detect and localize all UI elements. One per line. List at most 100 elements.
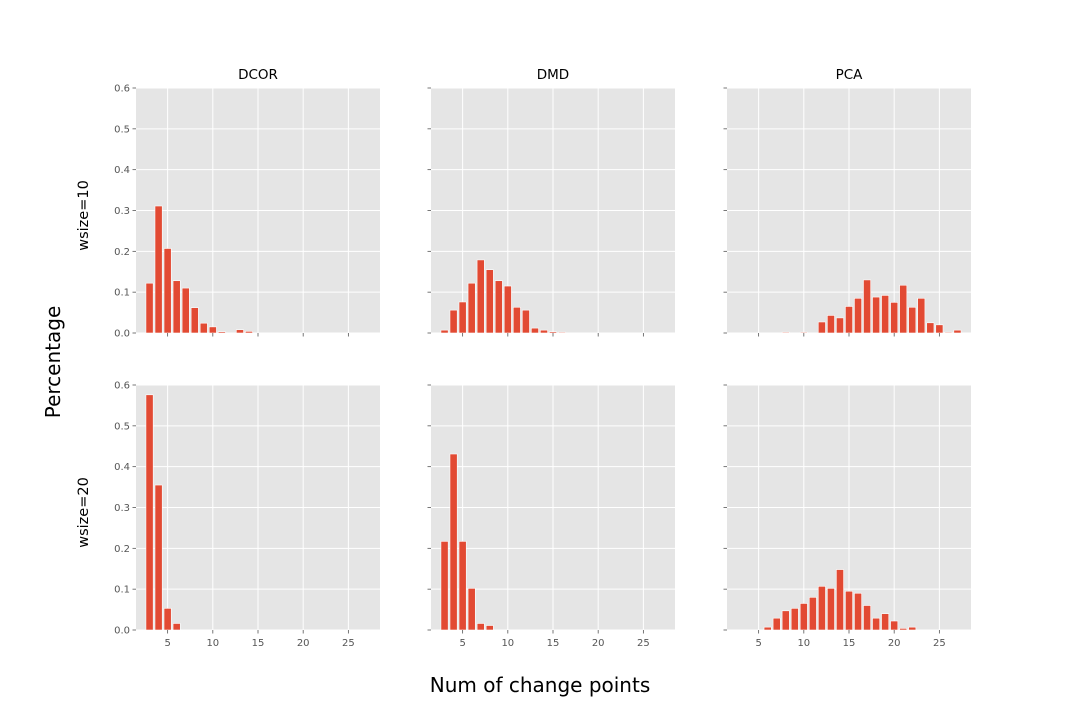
bar-x4 bbox=[449, 453, 458, 631]
figure-xlabel: Num of change points bbox=[430, 673, 651, 697]
bar-x14 bbox=[245, 331, 253, 334]
y-tick-label: 0.1 bbox=[114, 288, 130, 299]
bar-x20 bbox=[890, 302, 899, 334]
bar-x3 bbox=[145, 394, 154, 631]
x-tick-label: 25 bbox=[637, 638, 650, 649]
bar-x18 bbox=[872, 617, 881, 631]
x-tick-label: 20 bbox=[297, 638, 310, 649]
bar-x4 bbox=[449, 309, 458, 334]
bar-x14 bbox=[540, 329, 548, 334]
bar-x7 bbox=[476, 623, 485, 631]
bar-x15 bbox=[549, 331, 557, 334]
x-tick-label: 25 bbox=[933, 638, 946, 649]
y-tick-label: 0.3 bbox=[114, 206, 130, 217]
bar-x9 bbox=[494, 280, 503, 334]
bar-x15 bbox=[845, 590, 853, 631]
panel-dcor-wsize=10: 0.0 0.1 0.2 0.3 0.4 0.5 0.6 DCOR wsize=10 bbox=[76, 67, 380, 340]
bar-x8 bbox=[781, 610, 790, 631]
bar-x22 bbox=[908, 626, 917, 631]
x-tick-label: 10 bbox=[797, 638, 810, 649]
bar-x4 bbox=[154, 484, 163, 631]
bar-x9 bbox=[199, 322, 208, 334]
bar-x6 bbox=[172, 280, 181, 334]
x-tick-label: 15 bbox=[547, 638, 560, 649]
y-tick-label: 0.0 bbox=[114, 626, 130, 637]
bar-x7 bbox=[181, 287, 190, 334]
bar-x19 bbox=[881, 295, 890, 334]
bar-x8 bbox=[190, 307, 199, 334]
x-tick-label: 10 bbox=[501, 638, 514, 649]
bar-x5 bbox=[163, 248, 172, 334]
bar-x13 bbox=[236, 329, 244, 334]
y-tick-label: 0.0 bbox=[114, 329, 130, 340]
bar-x5 bbox=[458, 541, 467, 631]
panel-title: PCA bbox=[836, 67, 864, 83]
x-tick-label: 15 bbox=[843, 638, 856, 649]
bar-x13 bbox=[827, 588, 835, 631]
x-tick-label: 20 bbox=[592, 638, 605, 649]
x-tick-label: 20 bbox=[888, 638, 901, 649]
bar-x12 bbox=[521, 309, 530, 334]
x-tick-label: 5 bbox=[164, 638, 170, 649]
bar-x16 bbox=[558, 331, 566, 334]
bar-x22 bbox=[908, 306, 917, 334]
bar-x3 bbox=[145, 282, 154, 334]
bar-x26 bbox=[944, 331, 953, 334]
bar-x18 bbox=[872, 296, 881, 334]
bar-x10 bbox=[208, 326, 217, 334]
panel-pca-wsize=10: PCA bbox=[723, 67, 971, 337]
x-tick-label: 5 bbox=[755, 638, 761, 649]
x-tick-label: 10 bbox=[206, 638, 219, 649]
bar-x24 bbox=[926, 322, 935, 334]
y-tick-label: 0.6 bbox=[114, 381, 130, 392]
bar-x4 bbox=[154, 205, 163, 334]
bar-x7 bbox=[772, 617, 781, 631]
row-label: wsize=10 bbox=[76, 180, 92, 251]
x-tick-label: 15 bbox=[252, 638, 265, 649]
bar-x21 bbox=[899, 628, 908, 631]
y-tick-label: 0.6 bbox=[114, 84, 130, 95]
row-label: wsize=20 bbox=[76, 477, 92, 548]
bar-x15 bbox=[845, 306, 853, 334]
bar-x27 bbox=[953, 329, 962, 334]
bar-x16 bbox=[854, 297, 862, 334]
bar-x10 bbox=[799, 603, 808, 631]
bar-x20 bbox=[890, 620, 899, 631]
bar-x19 bbox=[881, 613, 890, 631]
y-tick-label: 0.5 bbox=[114, 124, 130, 135]
bar-x13 bbox=[827, 315, 835, 334]
bar-x8 bbox=[781, 331, 790, 334]
panel-row2-wsize=20: 5 10 15 20 25 bbox=[427, 384, 675, 649]
panel-row2-wsize=20: 5 10 15 20 25 bbox=[723, 384, 971, 649]
y-tick-label: 0.3 bbox=[114, 503, 130, 514]
bar-x11 bbox=[217, 331, 226, 334]
bar-x12 bbox=[817, 586, 826, 631]
bar-x14 bbox=[836, 569, 844, 631]
panel-dmd-wsize=10: DMD bbox=[427, 67, 675, 337]
bar-x12 bbox=[817, 321, 826, 334]
y-tick-label: 0.4 bbox=[114, 165, 130, 176]
bar-x5 bbox=[163, 608, 172, 631]
bar-x6 bbox=[467, 588, 476, 631]
bar-x11 bbox=[808, 597, 817, 631]
x-tick-label: 25 bbox=[342, 638, 355, 649]
bar-x13 bbox=[531, 327, 539, 334]
y-tick-label: 0.5 bbox=[114, 421, 130, 432]
bar-x16 bbox=[854, 592, 862, 631]
bar-x21 bbox=[899, 284, 908, 334]
bar-x14 bbox=[836, 317, 844, 334]
bar-x7 bbox=[476, 259, 485, 334]
bar-x6 bbox=[763, 626, 772, 631]
panel-title: DMD bbox=[537, 67, 569, 83]
y-tick-label: 0.1 bbox=[114, 585, 130, 596]
bar-x17 bbox=[863, 605, 871, 631]
bar-x3 bbox=[440, 329, 449, 334]
bar-x11 bbox=[512, 306, 521, 334]
y-tick-label: 0.2 bbox=[114, 544, 130, 555]
bar-x10 bbox=[799, 331, 808, 334]
y-tick-label: 0.2 bbox=[114, 247, 130, 258]
bar-x25 bbox=[935, 324, 944, 334]
bar-x8 bbox=[485, 269, 494, 334]
panel-title: DCOR bbox=[238, 67, 278, 83]
